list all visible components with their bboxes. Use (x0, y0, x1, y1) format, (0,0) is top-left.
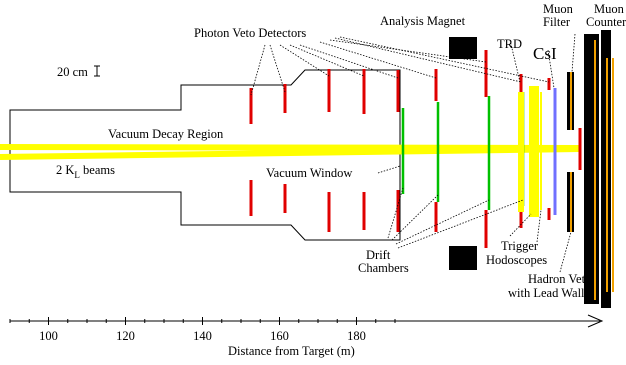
hadron-veto-label-2: with Lead Wall (508, 286, 585, 300)
analysis-magnet-top (449, 37, 477, 59)
axis-tick-label: 180 (347, 329, 366, 343)
scale-label: 20 cm (57, 65, 88, 79)
csi-label: CsI (533, 44, 557, 63)
muon-counters-label-1: Muon (594, 2, 625, 16)
trd-detector (518, 92, 524, 212)
axis-tick-label: 120 (116, 329, 135, 343)
drift-chambers-label-1: Drift (366, 248, 391, 262)
photon-veto-leaders (250, 36, 550, 96)
axis-ticks: 100 120 140 160 180 (9, 317, 396, 343)
muon-filter (584, 34, 599, 304)
photon-veto-label: Photon Veto Detectors (194, 26, 306, 40)
distance-axis (10, 314, 604, 328)
trigger-hodoscopes-label-2: Hodoscopes (486, 253, 547, 267)
axis-tick-label: 140 (193, 329, 212, 343)
axis-tick-label: 160 (270, 329, 289, 343)
axis-tick-label: 100 (39, 329, 58, 343)
vacuum-tank-outline (9, 69, 401, 241)
muon-filter-label-1: Muon (543, 2, 574, 16)
scale-bar (94, 65, 100, 77)
trigger-hodoscope (529, 86, 539, 217)
vacuum-decay-region-label: Vacuum Decay Region (108, 127, 224, 141)
analysis-magnet-label: Analysis Magnet (380, 14, 466, 28)
muon-counters-label-2: Counters (586, 15, 626, 29)
drift-chamber-leaders (387, 187, 524, 249)
muon-filter-label-2: Filter (543, 15, 571, 29)
photon-veto-counters (249, 50, 582, 248)
kaon-beams (0, 144, 581, 160)
analysis-magnet-bottom (449, 246, 477, 270)
drift-chambers-label-2: Chambers (358, 261, 409, 275)
vacuum-window-leader (377, 165, 401, 174)
axis-title: Distance from Target (m) (228, 344, 355, 358)
hadron-veto-label-1: Hadron Veto (528, 272, 591, 286)
vacuum-window-label: Vacuum Window (266, 166, 352, 180)
trd-label: TRD (497, 37, 522, 51)
beams-label: 2 KL beams (56, 163, 115, 180)
beam-lower (0, 146, 581, 160)
trigger-hodoscopes-label-1: Trigger (501, 239, 539, 253)
other-leaders (509, 33, 576, 273)
